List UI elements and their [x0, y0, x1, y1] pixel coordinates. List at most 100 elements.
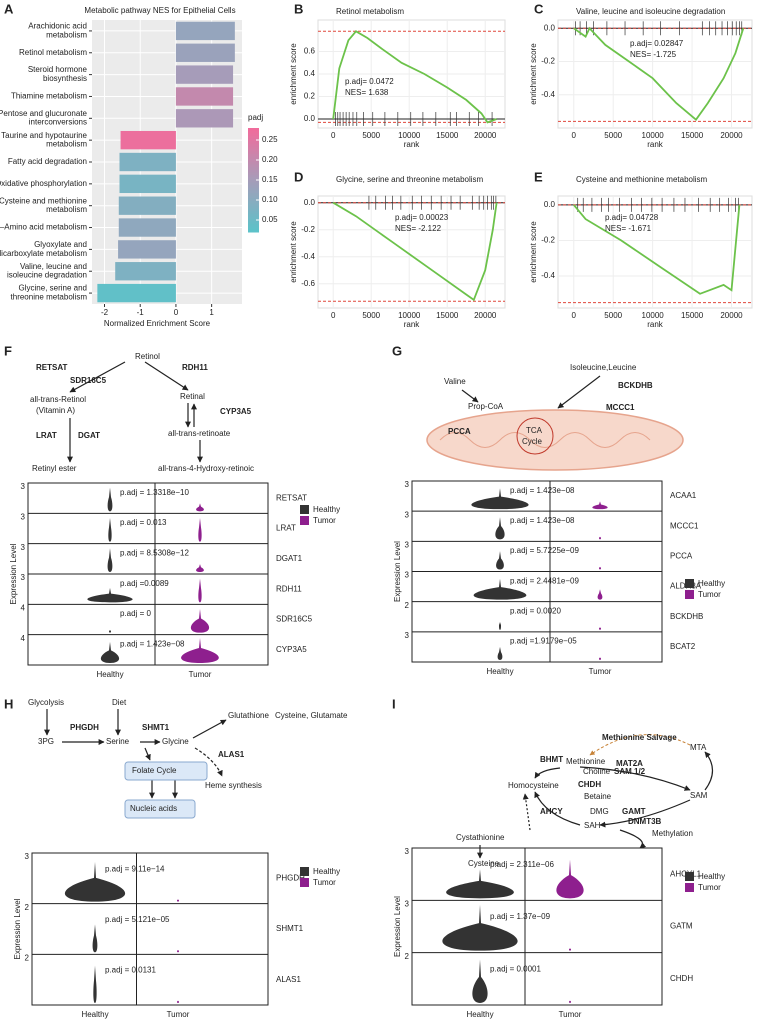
- y-tick-label: 2: [405, 601, 410, 610]
- colorbar-cell: [248, 133, 259, 137]
- x-tick-label: 10000: [642, 311, 665, 320]
- panel-label: A: [4, 1, 14, 16]
- panel-label: I: [392, 696, 396, 711]
- violin-healthy: [495, 517, 505, 540]
- bar: [118, 240, 176, 259]
- pathway-text: Retinol: [135, 352, 160, 361]
- pathway-text: Choline: [583, 767, 611, 776]
- legend-label: Healthy: [698, 579, 725, 588]
- pathway-text: SAM 1/2: [614, 767, 646, 776]
- colorbar-cell: [248, 206, 259, 210]
- annotation: NES= -1.671: [605, 224, 652, 233]
- p-value: p.adj = 0.013: [120, 518, 167, 527]
- legend-swatch: [300, 878, 309, 887]
- x-axis-title: Normalized Enrichment Score: [104, 319, 211, 328]
- violin-tumor: [177, 950, 179, 953]
- gene-label: SHMT1: [276, 924, 304, 933]
- violin-healthy: [87, 587, 133, 603]
- annotation: NES= -1.725: [630, 50, 677, 59]
- annotation: p.adj= 0.04728: [605, 213, 659, 222]
- plot-frame: [557, 195, 753, 309]
- pathway-text: RDH11: [182, 363, 208, 372]
- y-tick-label: 3: [21, 512, 26, 521]
- violin-healthy: [499, 621, 501, 630]
- p-value: p.adj = 2.311e−06: [490, 860, 554, 869]
- y-tick-label: 0.0: [304, 198, 316, 207]
- annotation: p.adj= 0.00023: [395, 213, 449, 222]
- violin-healthy: [108, 517, 112, 542]
- pathway-text: Prop-CoA: [468, 402, 504, 411]
- pathway-text: Retinyl ester: [32, 464, 77, 473]
- x-tick-label: 10000: [398, 131, 421, 140]
- colorbar-cell: [248, 190, 259, 194]
- x-tick-label: 0: [174, 308, 179, 317]
- violin-tumor: [597, 589, 603, 600]
- bar: [175, 109, 234, 128]
- legend-swatch: [685, 872, 694, 881]
- p-value: p.adj = 5.7225e−09: [510, 546, 580, 555]
- gene-label: RDH11: [276, 584, 302, 593]
- violin-tumor: [569, 948, 571, 951]
- violin-healthy: [109, 630, 111, 633]
- violin-tumor: [599, 627, 601, 630]
- pathway-text: Nucleic acids: [130, 804, 177, 813]
- pathway-text: PCCA: [448, 427, 471, 436]
- legend-label: Healthy: [698, 872, 725, 881]
- chart-title: Cysteine and methionine metabolism: [576, 175, 708, 184]
- pathway-text: Glycine: [162, 737, 189, 746]
- colorbar-label: 0.15: [262, 175, 278, 184]
- pathway-text: ALAS1: [218, 750, 245, 759]
- y-tick-label: -0.4: [541, 90, 555, 99]
- gene-label: BCAT2: [670, 642, 696, 651]
- colorbar-cell: [248, 195, 259, 199]
- y-tick-label: -0.6: [301, 279, 315, 288]
- pathway-text: BHMT: [540, 755, 563, 764]
- colorbar-label: 0.20: [262, 155, 278, 164]
- legend-swatch: [300, 505, 309, 514]
- violin-tumor: [198, 578, 202, 603]
- violin-tumor: [599, 536, 601, 540]
- colorbar-cell: [248, 143, 259, 147]
- annotation: NES= -2.122: [395, 224, 442, 233]
- gene-label: BCKDHB: [670, 612, 703, 621]
- violin-tumor: [592, 501, 608, 510]
- legend-label: Healthy: [313, 867, 340, 876]
- x-tick-label: Healthy: [486, 667, 513, 676]
- pathway-text: all-trans-retinoate: [168, 429, 231, 438]
- x-tick-label: 5000: [604, 131, 622, 140]
- p-value: p.adj = 1.37e−09: [490, 912, 551, 921]
- gene-label: ALAS1: [276, 975, 301, 984]
- panel-label: G: [392, 343, 402, 358]
- cristae: [439, 432, 651, 448]
- violin-tumor: [177, 899, 179, 902]
- chart-title: Metabolic pathway NES for Epithelial Cel…: [84, 6, 235, 15]
- gene-label: DGAT1: [276, 554, 303, 563]
- bar: [118, 196, 176, 215]
- x-axis-title: rank: [404, 320, 421, 329]
- p-value: p.adj = 0.0131: [105, 966, 156, 975]
- pathway-text: AHCY: [540, 807, 563, 816]
- enrichment-line: [332, 201, 498, 302]
- gene-label: RETSAT: [276, 493, 307, 502]
- panel-label: B: [294, 1, 303, 16]
- pathway-arrows: [44, 361, 714, 859]
- colorbar-cell: [248, 177, 259, 181]
- colorbar-cell: [248, 161, 259, 165]
- pathway-text: Cycle: [522, 437, 543, 446]
- enrichment-line: [573, 26, 745, 122]
- y-tick-label: -0.2: [301, 225, 315, 234]
- bar: [175, 21, 235, 41]
- violin-healthy: [100, 641, 120, 663]
- y-tick-label: 0.4: [304, 69, 316, 78]
- colorbar-cell: [248, 156, 259, 160]
- p-value: p.adj = 0.0020: [510, 606, 561, 615]
- y-tick-label: 3: [405, 540, 410, 549]
- bar: [115, 262, 176, 281]
- y-tick-label: Valine, leucine and isoleucine degradatio…: [7, 262, 87, 280]
- violin-healthy: [446, 869, 514, 899]
- pathway-text: CHDH: [578, 780, 601, 789]
- bar: [175, 43, 235, 62]
- y-tick-label: 2: [25, 953, 30, 962]
- y-tick-label: 2: [25, 903, 30, 912]
